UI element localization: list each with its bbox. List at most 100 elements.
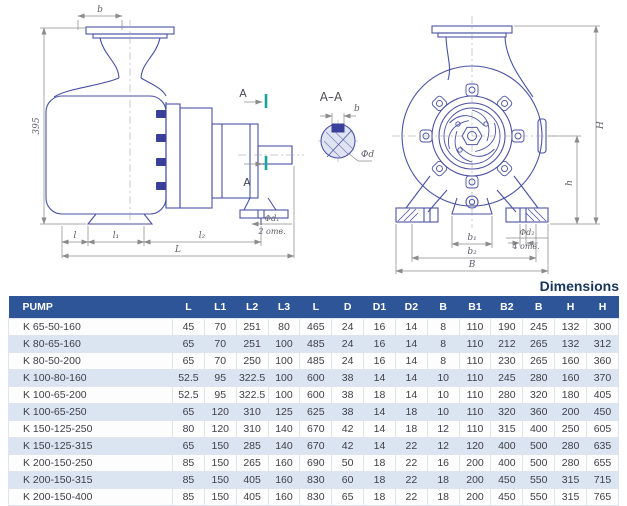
header-cell: D2	[395, 296, 428, 319]
pump-model-cell: K 150-125-315	[8, 437, 173, 455]
pump-model-cell: K 200-150-250	[8, 454, 173, 472]
dim-label-L: L	[174, 245, 181, 255]
dimension-value-cell: 22	[394, 454, 428, 472]
dimension-value-cell: 625	[299, 403, 333, 421]
dimension-value-cell: 300	[585, 318, 620, 336]
dimension-value-cell: 160	[267, 471, 301, 489]
header-cell: B2	[490, 296, 523, 319]
dimension-value-cell: 450	[490, 488, 524, 506]
dimension-value-cell: 280	[490, 386, 524, 404]
dimension-value-cell: 200	[458, 471, 492, 489]
header-cell: L3	[268, 296, 300, 319]
dimension-value-cell: 18	[426, 488, 460, 506]
dim-label-h: h	[565, 180, 575, 186]
dimension-value-cell: 212	[490, 335, 524, 353]
dimension-value-cell: 230	[490, 352, 524, 370]
dimension-value-cell: 150	[203, 454, 237, 472]
table-row: K 80-50-200 65 70 250 100 485 24 16 14 8 110 230 265…	[8, 352, 620, 370]
dimension-value-cell: 16	[426, 454, 460, 472]
dimension-value-cell: 24	[331, 352, 365, 370]
dimension-value-cell: 42	[331, 437, 365, 455]
dimension-value-cell: 150	[203, 437, 237, 455]
dimension-value-cell: 245	[522, 318, 556, 336]
dimension-value-cell: 80	[267, 318, 301, 336]
dimension-value-cell: 85	[172, 488, 205, 506]
dimension-value-cell: 132	[554, 335, 587, 353]
dimension-value-cell: 690	[299, 454, 333, 472]
dimension-value-cell: 251	[235, 335, 269, 353]
dimension-value-cell: 280	[554, 437, 587, 455]
dimension-value-cell: 160	[554, 352, 587, 370]
side-view-dimensions	[40, 13, 295, 259]
dim-label-shaft-diameter: Φd	[361, 150, 374, 160]
dimension-value-cell: 190	[490, 318, 524, 336]
header-cell: D	[331, 296, 364, 319]
dimension-value-cell: 45	[172, 318, 205, 336]
dimension-value-cell: 655	[585, 454, 620, 472]
dimension-value-cell: 251	[235, 318, 269, 336]
dimension-value-cell: 265	[522, 335, 556, 353]
dimension-value-cell: 10	[426, 403, 460, 421]
dimension-value-cell: 315	[554, 488, 587, 506]
dimension-value-cell: 85	[172, 454, 205, 472]
dimension-value-cell: 18	[394, 403, 428, 421]
dimension-value-cell: 370	[585, 369, 620, 387]
dimension-value-cell: 14	[394, 369, 428, 387]
table-row: K 80-65-160 65 70 251 100 485 24 16 14 8 110 212 265…	[8, 335, 620, 353]
dimension-value-cell: 12	[426, 437, 460, 455]
dim-label-H: H	[596, 121, 606, 130]
pump-model-cell: K 100-65-250	[8, 403, 173, 421]
dimension-value-cell: 500	[522, 454, 556, 472]
dimension-value-cell: 100	[267, 352, 301, 370]
dimension-value-cell: 312	[585, 335, 620, 353]
dimension-value-cell: 550	[522, 471, 556, 489]
dimension-value-cell: 322.5	[235, 369, 269, 387]
dimension-value-cell: 60	[331, 471, 365, 489]
dimension-value-cell: 18	[363, 488, 396, 506]
dimension-value-cell: 95	[203, 369, 237, 387]
dimension-value-cell: 322.5	[235, 386, 269, 404]
dimension-value-cell: 70	[203, 318, 237, 336]
dimension-value-cell: 160	[554, 369, 587, 387]
dimension-value-cell: 110	[458, 403, 492, 421]
header-cell: B	[522, 296, 555, 319]
table-row: K 100-65-200 52.5 95 322.5 100 600 38 18 14 10 110…	[8, 386, 620, 404]
dimension-value-cell: 18	[363, 386, 396, 404]
dimension-value-cell: 310	[235, 403, 269, 421]
dimension-value-cell: 405	[585, 386, 620, 404]
dimension-value-cell: 65	[172, 335, 205, 353]
header-cell: L	[299, 296, 332, 319]
dimension-value-cell: 65	[172, 437, 205, 455]
dimension-value-cell: 120	[203, 403, 237, 421]
dimension-value-cell: 310	[235, 420, 269, 438]
dimension-value-cell: 110	[458, 335, 492, 353]
dimension-value-cell: 12	[426, 420, 460, 438]
dimension-value-cell: 10	[426, 369, 460, 387]
header-cell: B	[427, 296, 460, 319]
dimension-value-cell: 200	[458, 454, 492, 472]
dimension-value-cell: 500	[522, 437, 556, 455]
pump-model-cell: K 200-150-315	[8, 471, 173, 489]
dimension-value-cell: 315	[490, 420, 524, 438]
table-row: K 200-150-400 85 150 405 160 830 65 18 22 18 200 45…	[8, 488, 620, 506]
pump-model-cell: K 100-80-160	[8, 369, 173, 387]
dimension-value-cell: 110	[458, 369, 492, 387]
dimension-value-cell: 18	[363, 471, 396, 489]
dimension-value-cell: 450	[585, 403, 620, 421]
table-row: K 150-125-315 65 150 285 140 670 42 14 22 12 120 40…	[8, 437, 620, 455]
table-row: K 100-80-160 52.5 95 322.5 100 600 38 14 14 10 110…	[8, 369, 620, 387]
dimension-value-cell: 100	[267, 386, 301, 404]
dimension-value-cell: 18	[426, 471, 460, 489]
dimension-value-cell: 400	[490, 437, 524, 455]
dimension-value-cell: 100	[267, 335, 301, 353]
dimension-value-cell: 14	[363, 420, 396, 438]
dimension-value-cell: 24	[331, 335, 365, 353]
dimension-value-cell: 600	[299, 369, 333, 387]
dim-label-foot-hole-front: Φd₂	[520, 228, 535, 237]
dim-label-foot-hole-count: 2 отв.	[257, 227, 285, 236]
dimension-value-cell: 200	[554, 403, 587, 421]
header-cell: H	[586, 296, 619, 319]
header-cell: L1	[204, 296, 237, 319]
dimension-value-cell: 65	[172, 403, 205, 421]
table-row: K 200-150-315 85 150 405 160 830 60 18 22 18 200 45…	[8, 471, 620, 489]
